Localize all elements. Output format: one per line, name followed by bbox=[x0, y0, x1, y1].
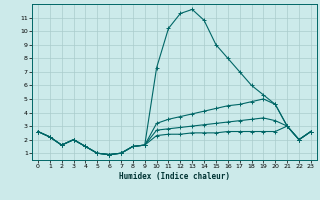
X-axis label: Humidex (Indice chaleur): Humidex (Indice chaleur) bbox=[119, 172, 230, 181]
